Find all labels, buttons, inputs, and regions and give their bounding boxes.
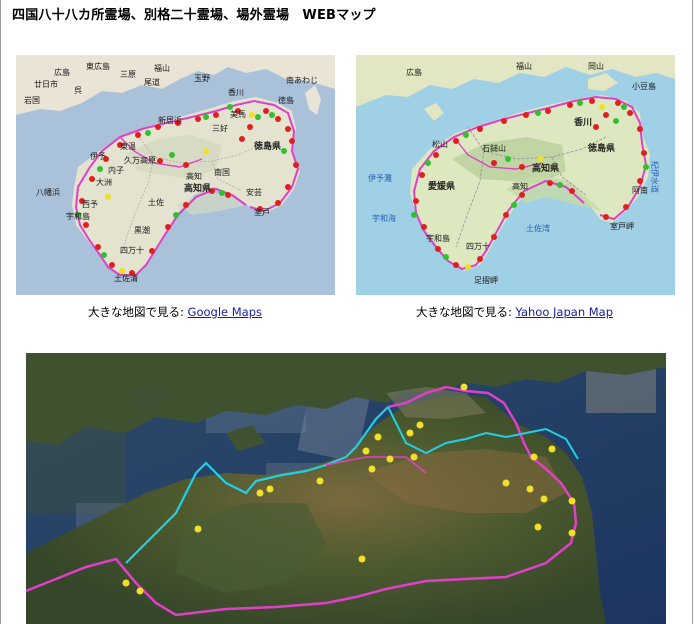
yahoo-caption-prefix: 大きな地図で見る: bbox=[416, 305, 512, 319]
google-label-hiroshima: 広島 bbox=[54, 67, 70, 77]
google-caption-prefix: 大きな地図で見る: bbox=[88, 305, 184, 319]
page-left-border bbox=[0, 0, 1, 624]
google-label-kochi-city: 高知 bbox=[186, 171, 202, 181]
yahoo-label-iyonada: 伊予灘 bbox=[368, 173, 392, 183]
page-right-border bbox=[692, 0, 693, 624]
google-label-nankoku: 南国 bbox=[214, 167, 230, 177]
yahoo-label-uwakai: 宇和海 bbox=[372, 213, 396, 223]
yahoo-map-image: 広島 岡山 福山 小豆島 香川 徳島県 高知県 愛媛県 伊予灘 宇和海 土佐湾 … bbox=[356, 55, 675, 295]
google-label-muroto: 室戸 bbox=[254, 207, 270, 217]
google-label-tosa: 土佐 bbox=[148, 197, 164, 207]
google-map-image: 廿日市 広島 東広島 三原 福山 呉 尾道 玉野 岩国 南あわじ 香川 徳島 美… bbox=[16, 55, 335, 295]
page-title: 四国八十八カ所霊場、別格二十霊場、場外霊場 WEBマップ bbox=[12, 8, 376, 23]
google-label-kumakogen: 久万高原 bbox=[124, 155, 156, 165]
satellite-route-map[interactable] bbox=[26, 353, 666, 624]
google-label-fukuyama: 福山 bbox=[154, 63, 170, 73]
google-label-kuroshio: 黒潮 bbox=[134, 225, 150, 235]
google-label-hatsukaichi: 廿日市 bbox=[34, 79, 58, 89]
google-label-iwakuni: 岩国 bbox=[24, 95, 40, 105]
google-label-aki: 安芸 bbox=[246, 187, 262, 197]
yahoo-label-kochi-pref: 高知県 bbox=[532, 162, 559, 174]
google-label-shimanto: 四万十 bbox=[120, 245, 144, 255]
google-label-iyo: 伊予 bbox=[90, 151, 106, 161]
yahoo-label-matsuyama: 松山 bbox=[432, 139, 448, 149]
satellite-route-markers bbox=[122, 383, 576, 595]
yahoo-label-okayama: 岡山 bbox=[588, 61, 604, 71]
google-label-kagawa: 香川 bbox=[228, 87, 244, 97]
yahoo-label-tosawan: 土佐湾 bbox=[526, 223, 550, 233]
google-caption: 大きな地図で見る: Google Maps bbox=[88, 304, 262, 320]
google-label-onomichi: 尾道 bbox=[144, 77, 160, 87]
google-label-higashihiroshima: 東広島 bbox=[86, 61, 110, 71]
google-label-miyoshi: 三好 bbox=[212, 123, 228, 133]
yahoo-label-muroto: 室戸岬 bbox=[610, 221, 634, 231]
yahoo-caption: 大きな地図で見る: Yahoo Japan Map bbox=[416, 304, 613, 320]
google-maps-link[interactable]: Google Maps bbox=[187, 305, 263, 319]
yahoo-label-tokushima-pref: 徳島県 bbox=[587, 142, 615, 154]
google-map-thumbnail[interactable]: 廿日市 広島 東広島 三原 福山 呉 尾道 玉野 岩国 南あわじ 香川 徳島 美… bbox=[16, 55, 335, 295]
yahoo-label-hiroshima: 広島 bbox=[406, 67, 422, 77]
yahoo-label-ehime-pref: 愛媛県 bbox=[428, 180, 455, 192]
google-label-uchiko: 内子 bbox=[108, 165, 124, 175]
yahoo-label-kagawa-pref: 香川 bbox=[573, 116, 592, 128]
yahoo-label-fukuyama: 福山 bbox=[516, 61, 532, 71]
google-label-kure: 呉 bbox=[74, 86, 82, 95]
google-label-mihara: 三原 bbox=[120, 70, 136, 79]
google-label-mima: 美馬 bbox=[230, 109, 246, 119]
google-label-minami-awaji: 南あわじ bbox=[286, 75, 318, 85]
google-route-markers bbox=[75, 104, 299, 276]
google-label-tokushima-pref: 徳島県 bbox=[253, 140, 281, 152]
google-label-seiyo: 西予 bbox=[82, 200, 98, 209]
google-label-niihama: 新居浜 bbox=[158, 115, 182, 125]
google-label-kochi-pref: 高知県 bbox=[184, 182, 211, 194]
yahoo-label-kii-channel: 紀伊水道 bbox=[650, 161, 660, 193]
google-label-ozu: 大洲 bbox=[96, 177, 112, 187]
yahoo-label-shimanto: 四万十 bbox=[466, 241, 490, 251]
google-label-yawatahama: 八幡浜 bbox=[36, 187, 60, 197]
yahoo-label-ishizuchi: 石鎚山 bbox=[482, 143, 506, 153]
yahoo-label-kochi-city: 高知 bbox=[512, 181, 528, 191]
yahoo-route-markers bbox=[411, 98, 649, 270]
yahoo-label-shodoshima: 小豆島 bbox=[632, 81, 656, 91]
google-label-tosashimizu: 土佐清 bbox=[114, 273, 138, 283]
google-label-toon: 東温 bbox=[120, 141, 136, 151]
google-label-tamano: 玉野 bbox=[194, 74, 210, 83]
yahoo-label-uwajima: 宇和島 bbox=[426, 233, 450, 243]
google-label-uwajima: 宇和島 bbox=[66, 211, 90, 221]
yahoo-map-thumbnail[interactable]: 広島 岡山 福山 小豆島 香川 徳島県 高知県 愛媛県 伊予灘 宇和海 土佐湾 … bbox=[356, 55, 675, 295]
yahoo-map-link[interactable]: Yahoo Japan Map bbox=[515, 305, 614, 319]
yahoo-label-anan: 阿南 bbox=[632, 185, 648, 195]
satellite-map-image bbox=[26, 353, 666, 624]
google-label-tokushima-city: 徳島 bbox=[278, 95, 294, 105]
yahoo-label-ashizuri: 足摺岬 bbox=[474, 275, 498, 285]
